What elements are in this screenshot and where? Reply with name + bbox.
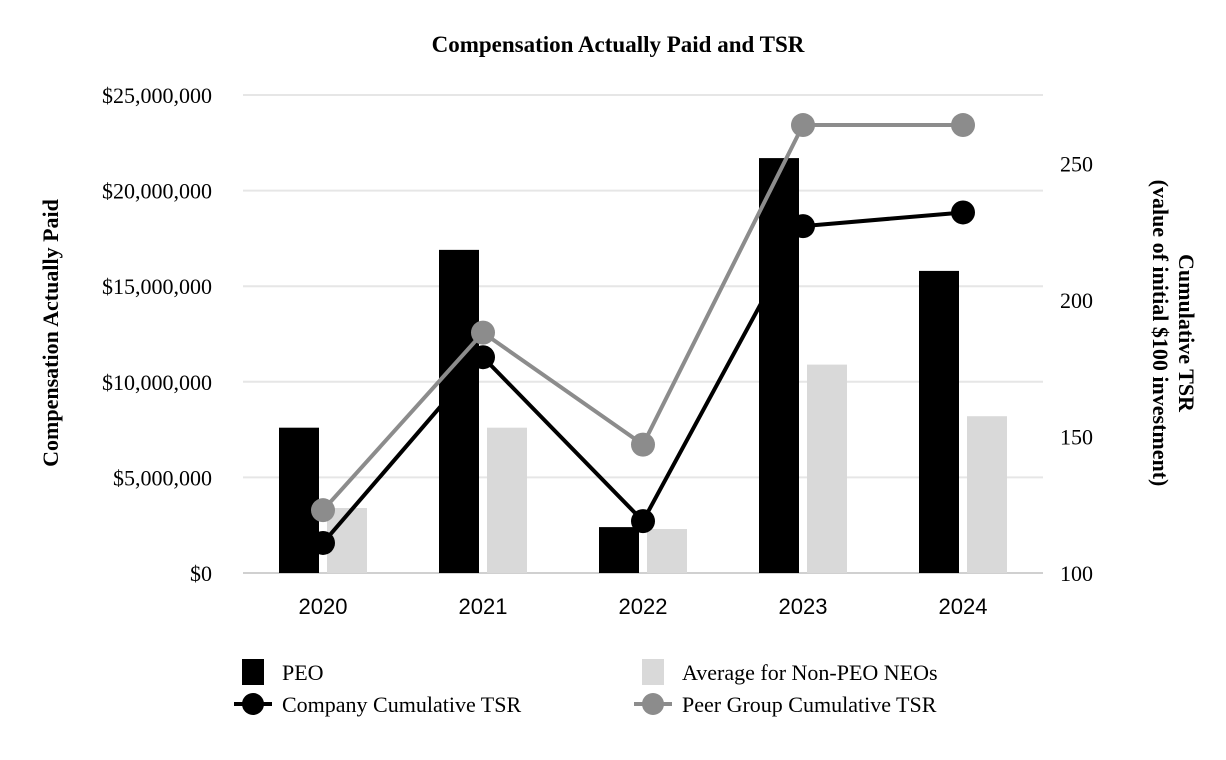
x-tick-label: 2024 <box>939 594 988 619</box>
left-tick-label: $25,000,000 <box>102 83 212 108</box>
point-company-cumulative-tsr <box>791 214 815 238</box>
legend-swatch-average-for-non-peo-neos <box>642 659 664 685</box>
left-tick-label: $5,000,000 <box>113 465 212 490</box>
point-company-cumulative-tsr <box>471 345 495 369</box>
legend-marker-peer-group-cumulative-tsr <box>642 693 664 715</box>
x-axis-tick-labels: 2020 2021 2022 2023 2024 <box>299 594 988 619</box>
legend-label-peo: PEO <box>282 660 324 685</box>
compensation-tsr-chart: Compensation Actually Paid and TSR $0 $5,… <box>0 0 1226 760</box>
bar-average-for-non-peo-neos <box>487 428 527 573</box>
left-tick-label: $10,000,000 <box>102 370 212 395</box>
right-tick-label: 250 <box>1060 151 1093 176</box>
right-tick-label: 100 <box>1060 561 1093 586</box>
bar-average-for-non-peo-neos <box>967 416 1007 573</box>
point-peer-group-cumulative-tsr <box>311 498 335 522</box>
legend-label-peer-group-cumulative-tsr: Peer Group Cumulative TSR <box>682 692 937 717</box>
bar-peo <box>599 527 639 573</box>
chart-title: Compensation Actually Paid and TSR <box>432 32 805 57</box>
bar-peo <box>439 250 479 573</box>
legend-marker-company-cumulative-tsr <box>242 693 264 715</box>
point-peer-group-cumulative-tsr <box>631 433 655 457</box>
point-peer-group-cumulative-tsr <box>951 113 975 137</box>
x-tick-label: 2021 <box>459 594 508 619</box>
bar-peo <box>279 428 319 573</box>
right-tick-label: 200 <box>1060 288 1093 313</box>
bar-average-for-non-peo-neos <box>807 365 847 573</box>
point-peer-group-cumulative-tsr <box>791 113 815 137</box>
point-company-cumulative-tsr <box>311 531 335 555</box>
legend: PEO Average for Non-PEO NEOs Company Cumul… <box>234 659 938 717</box>
x-tick-label: 2020 <box>299 594 348 619</box>
left-axis-tick-labels: $0 $5,000,000 $10,000,000 $15,000,000 $20,00… <box>102 83 212 586</box>
legend-swatch-peo <box>242 659 264 685</box>
left-tick-label: $20,000,000 <box>102 179 212 204</box>
x-tick-label: 2022 <box>619 594 668 619</box>
left-tick-label: $0 <box>190 561 212 586</box>
right-tick-label: 150 <box>1060 424 1093 449</box>
left-tick-label: $15,000,000 <box>102 274 212 299</box>
y-axis-label-right: Cumulative TSR (value of initial $100 in… <box>1148 180 1199 487</box>
y-axis-label-right-line-1: Cumulative TSR <box>1174 254 1199 413</box>
legend-label-company-cumulative-tsr: Company Cumulative TSR <box>282 692 521 717</box>
legend-label-average-for-non-peo-neos: Average for Non-PEO NEOs <box>682 660 938 685</box>
point-company-cumulative-tsr <box>951 200 975 224</box>
point-company-cumulative-tsr <box>631 509 655 533</box>
bar-average-for-non-peo-neos <box>647 529 687 573</box>
x-tick-label: 2023 <box>779 594 828 619</box>
y-axis-label-left: Compensation Actually Paid <box>38 199 63 467</box>
point-peer-group-cumulative-tsr <box>471 321 495 345</box>
y-axis-label-right-line-2: (value of initial $100 investment) <box>1148 180 1173 487</box>
line-company-cumulative-tsr <box>323 212 963 543</box>
tsr-lines <box>311 113 975 555</box>
right-axis-tick-labels: 100 150 200 250 <box>1060 151 1093 586</box>
bar-peo <box>919 271 959 573</box>
